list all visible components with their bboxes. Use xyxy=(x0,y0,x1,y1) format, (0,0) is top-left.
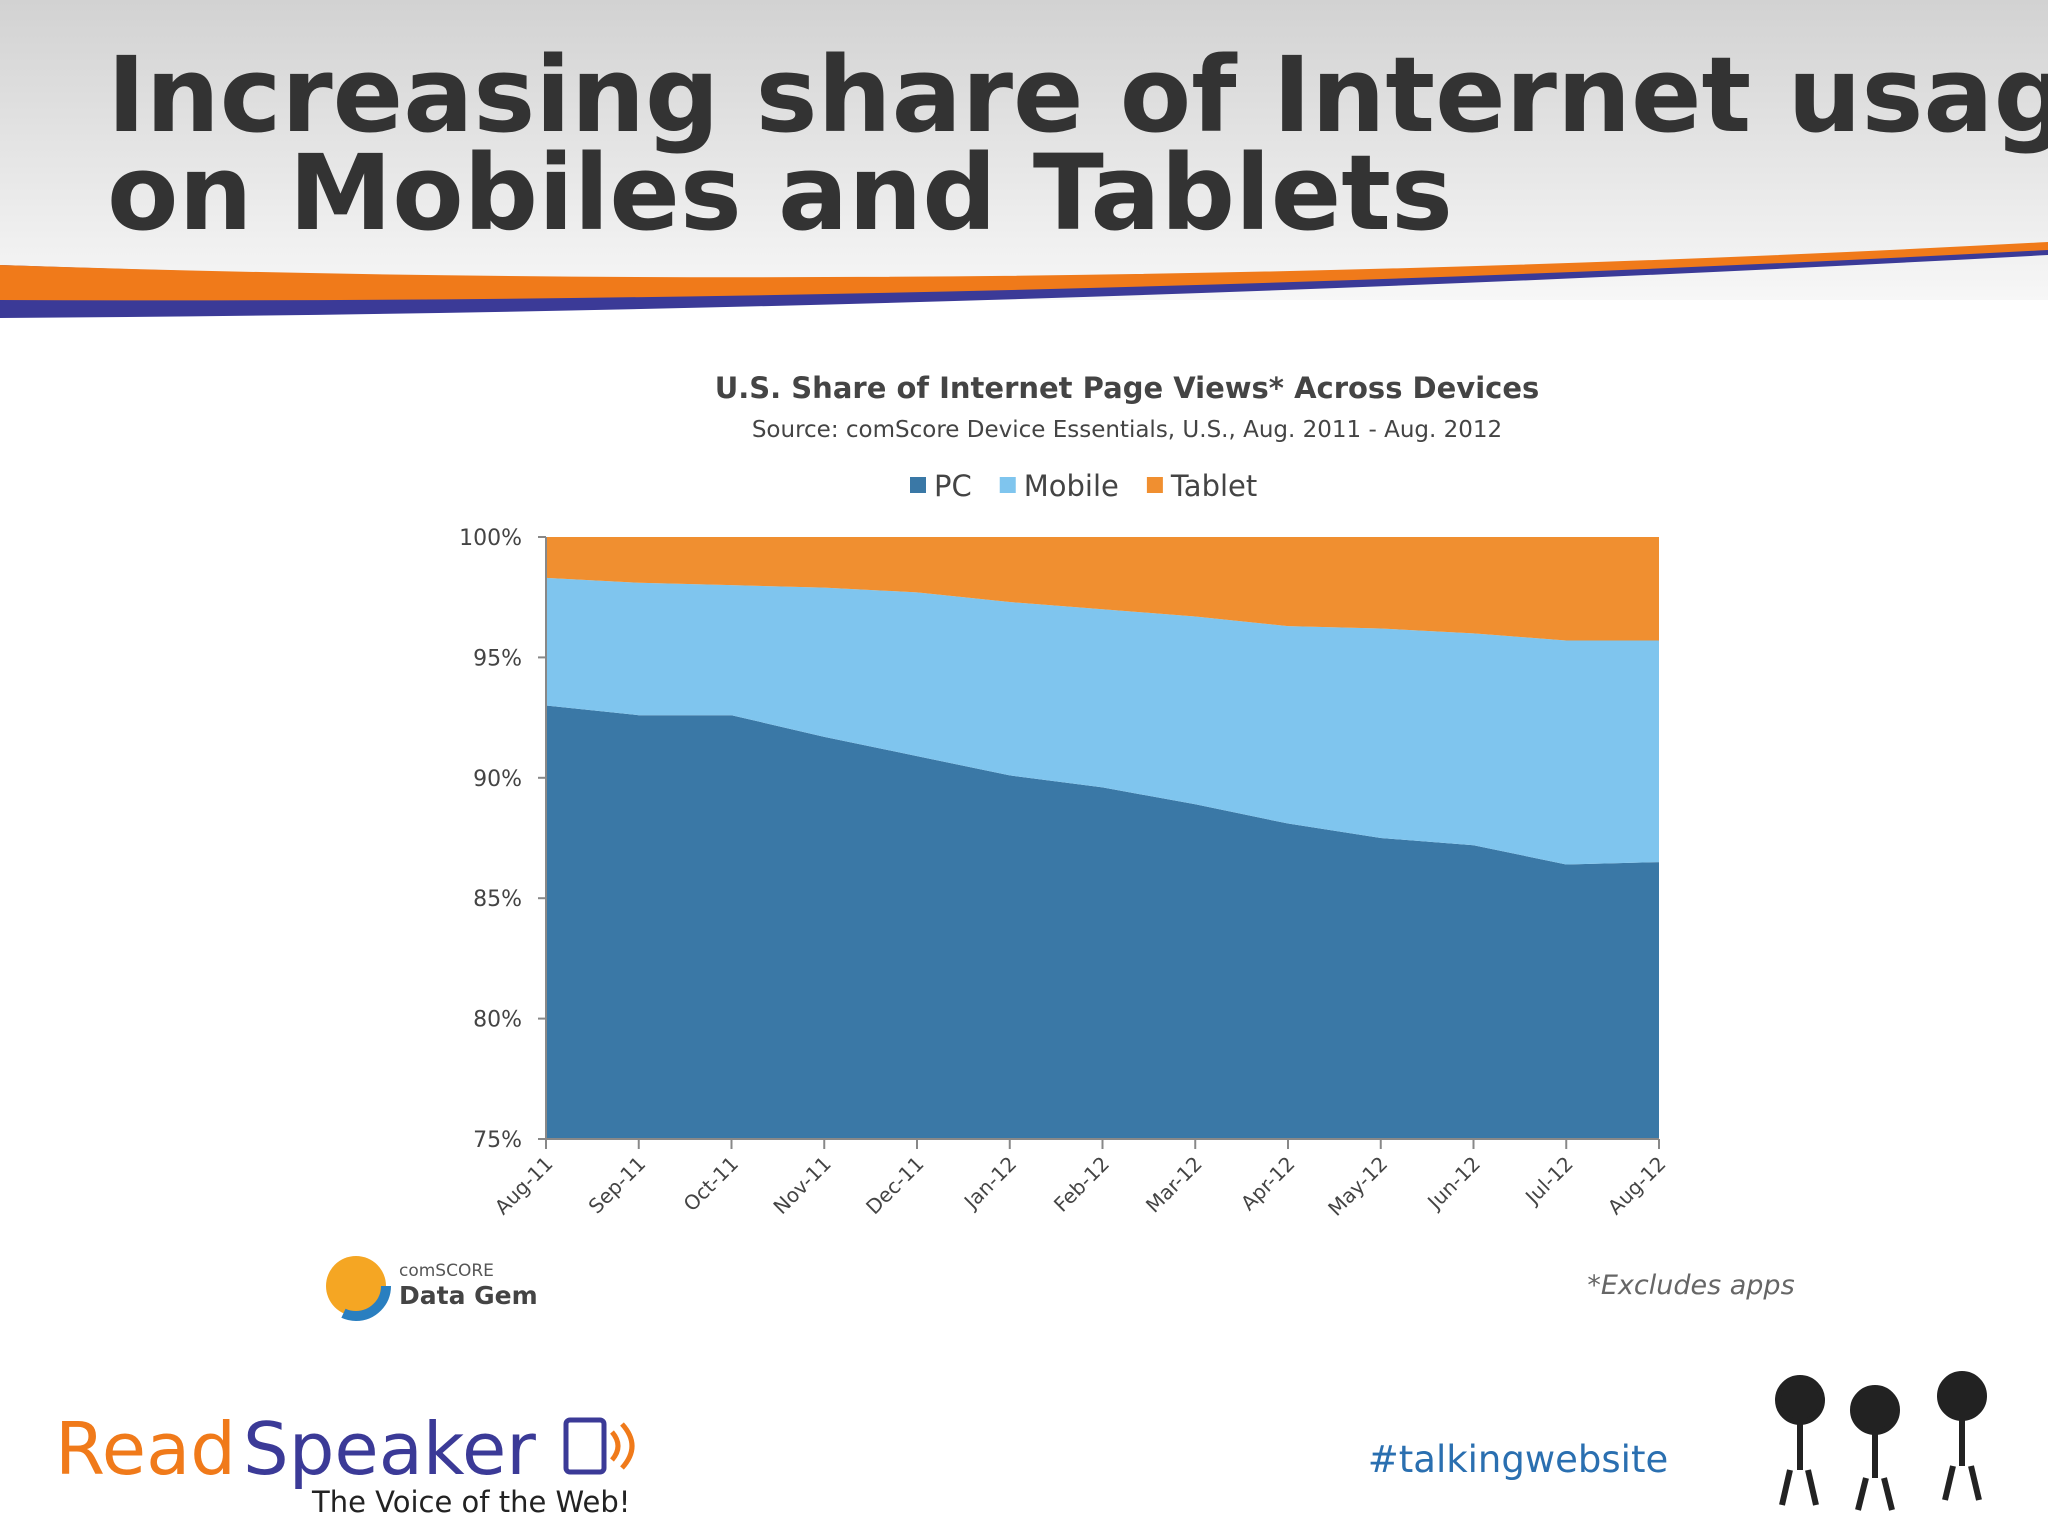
y-tick-label: 95% xyxy=(473,646,522,671)
chart-title: U.S. Share of Internet Page Views* Acros… xyxy=(715,371,1540,405)
hashtag: #talkingwebsite xyxy=(1368,1438,1668,1481)
slide-title: on Mobiles and Tablets xyxy=(107,132,1453,254)
y-tick-label: 85% xyxy=(473,887,522,912)
brand-icon xyxy=(563,1417,607,1475)
comscore-logo xyxy=(326,1256,386,1316)
area xyxy=(546,577,1659,865)
brand-speaker: Speaker xyxy=(243,1407,536,1491)
legend-swatch xyxy=(1146,477,1163,493)
brand-tagline: The Voice of the Web! xyxy=(311,1485,630,1519)
area xyxy=(546,705,1659,1139)
y-tick-label: 100% xyxy=(459,526,522,551)
area xyxy=(546,537,1659,641)
comscore-logo-ring xyxy=(321,1251,391,1321)
y-tick-label: 80% xyxy=(473,1008,522,1033)
comscore-gem: Data Gem xyxy=(399,1281,538,1310)
mascots xyxy=(1775,1371,1987,1511)
header-swoosh-orange xyxy=(0,242,2048,301)
brand-read: Read xyxy=(55,1407,236,1491)
brand-sound xyxy=(610,1422,635,1470)
y-tick-label: 90% xyxy=(473,767,522,792)
legend-label: PC xyxy=(934,469,972,503)
legend-label: Mobile xyxy=(1024,469,1119,503)
slide-title: Increasing share of Internet usage xyxy=(107,34,2048,156)
legend-label: Tablet xyxy=(1170,469,1257,503)
chart-subtitle: Source: comScore Device Essentials, U.S.… xyxy=(752,417,1502,443)
footnote: *Excludes apps xyxy=(1587,1270,1794,1301)
legend-swatch xyxy=(910,477,926,493)
header-bg xyxy=(0,0,2048,300)
y-tick-label: 75% xyxy=(473,1128,522,1153)
legend-swatch xyxy=(999,477,1016,493)
comscore-name: comSCORE xyxy=(399,1261,494,1281)
